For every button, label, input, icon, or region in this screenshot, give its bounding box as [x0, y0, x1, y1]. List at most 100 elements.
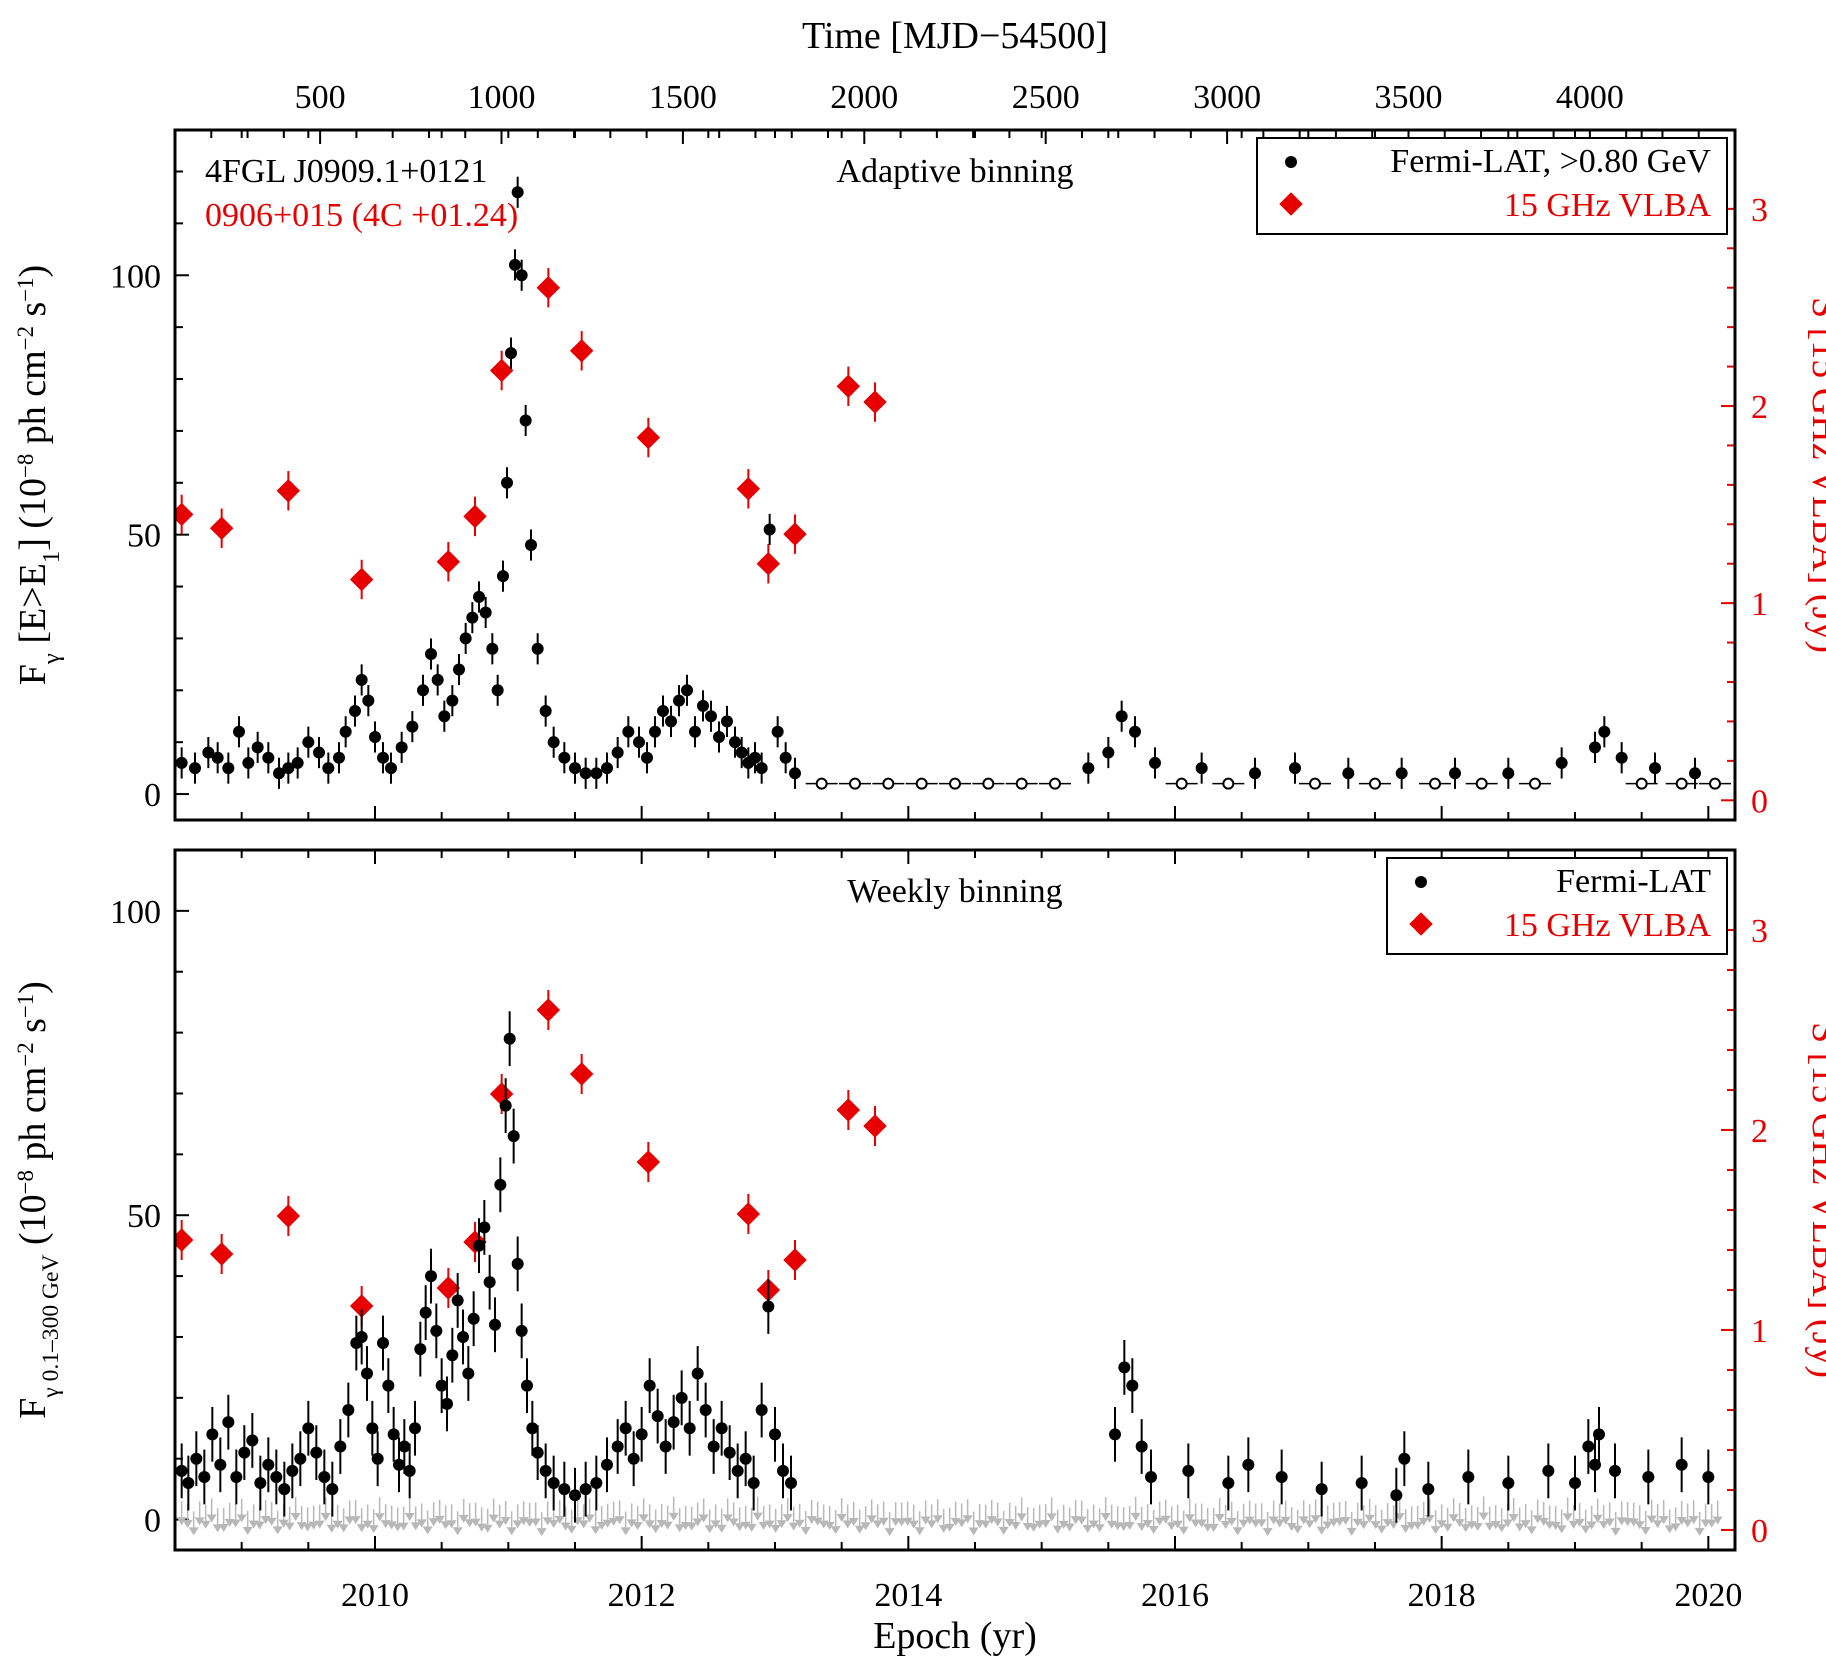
fermi-adaptive-point: [313, 747, 325, 759]
upper-limit-head: [633, 1522, 643, 1530]
upper-limit-head: [1053, 1526, 1063, 1534]
fermi-weekly-point: [190, 1453, 202, 1465]
fermi-adaptive-point: [736, 747, 748, 759]
vlba-point: [864, 1115, 886, 1137]
fermi-adaptive-point: [333, 752, 345, 764]
fermi-adaptive-point: [780, 752, 792, 764]
vlba-point: [537, 277, 559, 299]
legend-item-vlba-bot: 15 GHz VLBA: [1504, 907, 1712, 944]
fermi-weekly-point: [1126, 1380, 1138, 1392]
upper-limit-head: [651, 1525, 661, 1533]
fermi-weekly-point: [652, 1410, 664, 1422]
fermi-adaptive-point: [1396, 767, 1408, 779]
fermi-weekly-point: [1676, 1459, 1688, 1471]
upper-limit-head: [801, 1527, 811, 1535]
fermi-weekly-point: [1593, 1428, 1605, 1440]
upper-limit-head: [927, 1520, 937, 1528]
fermi-weekly-point: [457, 1331, 469, 1343]
panel-bottom-title: Weekly binning: [847, 873, 1062, 910]
fermi-weekly-point: [1582, 1441, 1594, 1453]
yleft-ticklabel-top: 50: [127, 518, 161, 555]
vlba-point: [757, 553, 779, 575]
upper-limit-head: [255, 1522, 265, 1530]
fermi-weekly-point: [473, 1240, 485, 1252]
fermi-weekly-point: [334, 1441, 346, 1453]
fermi-weekly-point: [414, 1343, 426, 1355]
fermi-weekly-point: [452, 1294, 464, 1306]
legend-item-fermi-bot: Fermi-LAT: [1556, 863, 1711, 900]
upper-limit-head: [1131, 1513, 1141, 1521]
upper-limit-head: [201, 1521, 211, 1529]
fermi-adaptive-point: [665, 715, 677, 727]
upper-limit-head: [507, 1527, 517, 1535]
upper-limit-head: [1359, 1521, 1369, 1529]
fermi-adaptive-open: [950, 779, 960, 789]
fermi-adaptive-point: [497, 570, 509, 582]
upper-limit-head: [957, 1519, 967, 1527]
fermi-weekly-point: [708, 1441, 720, 1453]
yleft-ticklabel-bot: 100: [110, 894, 161, 931]
yright-ticklabel-bot: 3: [1751, 913, 1768, 950]
fermi-weekly-point: [342, 1404, 354, 1416]
fermi-weekly-point: [580, 1483, 592, 1495]
fermi-adaptive-open: [1370, 779, 1380, 789]
fermi-adaptive-point: [1589, 741, 1601, 753]
fermi-weekly-point: [526, 1422, 538, 1434]
upper-limit-head: [1095, 1524, 1105, 1532]
fermi-adaptive-point: [1616, 752, 1628, 764]
fermi-adaptive-point: [749, 752, 761, 764]
upper-limit-head: [1431, 1526, 1441, 1534]
fermi-weekly-point: [356, 1331, 368, 1343]
fermi-weekly-point: [612, 1441, 624, 1453]
fermi-adaptive-point: [729, 736, 741, 748]
upper-limit-head: [1563, 1513, 1573, 1521]
fermi-weekly-point: [1145, 1471, 1157, 1483]
fermi-adaptive-point: [641, 752, 653, 764]
fermi-adaptive-open: [1530, 779, 1540, 789]
mjd-tick-label: 2000: [830, 79, 898, 116]
upper-limit-head: [339, 1524, 349, 1532]
fermi-adaptive-point: [349, 705, 361, 717]
upper-limit-head: [1017, 1513, 1027, 1521]
fermi-adaptive-point: [590, 767, 602, 779]
upper-limit-head: [1101, 1513, 1111, 1521]
upper-limit-head: [537, 1528, 547, 1536]
upper-limit-head: [1479, 1512, 1489, 1520]
fermi-weekly-point: [262, 1459, 274, 1471]
fermi-adaptive-point: [460, 632, 472, 644]
fermi-weekly-point: [500, 1100, 512, 1112]
fermi-adaptive-point: [176, 757, 188, 769]
upper-limit-head: [411, 1522, 421, 1530]
fermi-weekly-point: [372, 1453, 384, 1465]
fermi-adaptive-open: [1017, 779, 1027, 789]
upper-limit-head: [1641, 1527, 1651, 1535]
fermi-weekly-point: [748, 1477, 760, 1489]
upper-limit-head: [357, 1524, 367, 1532]
upper-limit-head: [1347, 1528, 1357, 1536]
fermi-weekly-point: [716, 1422, 728, 1434]
fermi-adaptive-point: [1129, 726, 1141, 738]
fermi-weekly-point: [628, 1453, 640, 1465]
fermi-weekly-point: [769, 1428, 781, 1440]
fermi-adaptive-point: [756, 762, 768, 774]
upper-limit-head: [423, 1527, 433, 1535]
fermi-weekly-point: [558, 1483, 570, 1495]
fermi-adaptive-point: [1289, 762, 1301, 774]
upper-limit-head: [1239, 1520, 1249, 1528]
vlba-point: [637, 1151, 659, 1173]
upper-limit-head: [981, 1521, 991, 1529]
mjd-tick-label: 4000: [1556, 79, 1624, 116]
fermi-weekly-point: [740, 1453, 752, 1465]
upper-limit-head: [831, 1526, 841, 1534]
fermi-adaptive-point: [622, 726, 634, 738]
fermi-weekly-point: [441, 1398, 453, 1410]
upper-limit-head: [1233, 1527, 1243, 1535]
fermi-weekly-point: [692, 1367, 704, 1379]
vlba-point: [277, 480, 299, 502]
fermi-adaptive-point: [1249, 767, 1261, 779]
upper-limit-head: [1653, 1520, 1663, 1528]
fermi-adaptive-open: [1430, 779, 1440, 789]
fermi-weekly-point: [478, 1221, 490, 1233]
fermi-adaptive-point: [480, 606, 492, 618]
fermi-weekly-point: [569, 1489, 581, 1501]
